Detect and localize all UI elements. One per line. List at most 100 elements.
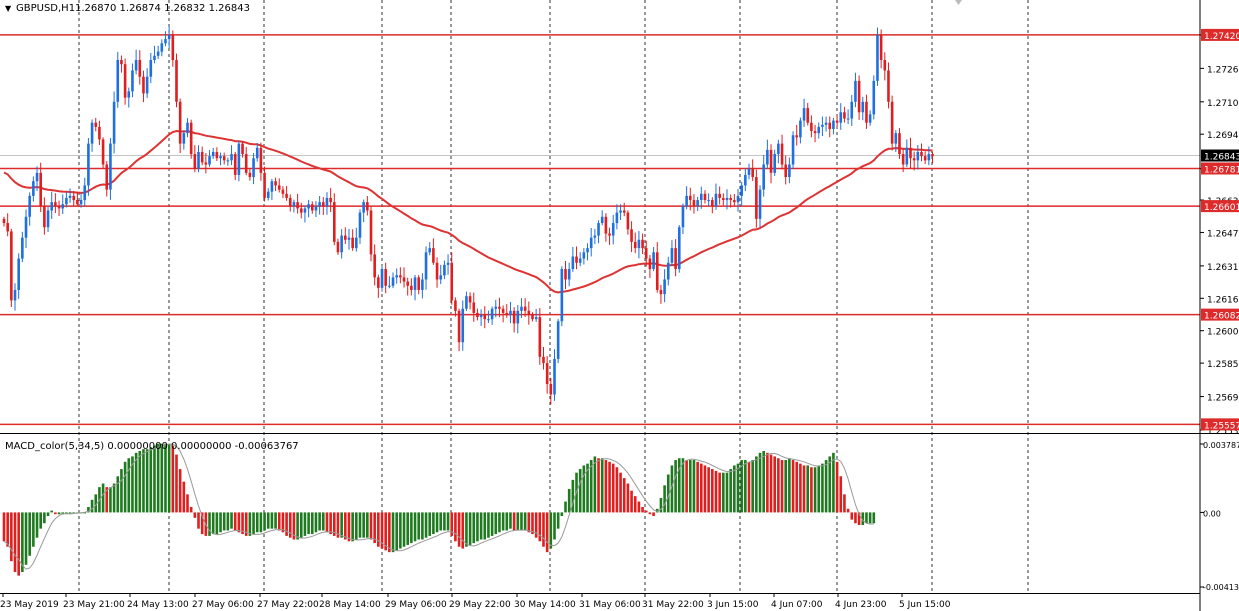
candle-body <box>351 237 354 249</box>
macd-bar <box>868 512 872 524</box>
macd-bar <box>714 470 718 513</box>
macd-bar <box>109 487 112 513</box>
candle-body <box>57 206 61 209</box>
macd-bar <box>644 510 648 513</box>
macd-bar <box>149 447 153 513</box>
macd-bar <box>417 512 421 540</box>
candle-body <box>454 300 457 311</box>
macd-bar <box>32 512 35 547</box>
candle-body <box>32 181 35 196</box>
macd-bar <box>681 458 685 513</box>
vertical-grid <box>78 0 1029 593</box>
time-axis: 23 May 2019 23 May 21:00 24 May 13:00 27 Ma… <box>0 593 951 610</box>
ohlc-header: 1.26870 1.26874 1.26832 1.26843 <box>75 3 250 14</box>
price-tick-label: 1.26160 <box>1207 295 1239 305</box>
candle-body <box>608 233 611 236</box>
candle-body <box>39 172 42 207</box>
candle-body <box>861 101 865 113</box>
candle-body <box>813 131 817 134</box>
candle-body <box>791 135 795 165</box>
macd-bar <box>167 443 171 513</box>
candle-body <box>534 317 538 320</box>
candle-body <box>175 59 178 102</box>
candle-body <box>435 262 439 280</box>
candle-body <box>674 248 677 270</box>
candle-body <box>641 239 644 249</box>
macd-bar <box>600 458 604 513</box>
candle-body <box>707 200 710 202</box>
macd-bar <box>347 512 351 542</box>
macd-bar <box>648 512 652 515</box>
macd-bar <box>531 512 534 535</box>
macd-bar <box>391 512 395 553</box>
macd-bar <box>505 512 509 531</box>
candle-body <box>663 279 666 295</box>
macd-bar <box>281 512 285 533</box>
moving-average-line <box>3 129 933 294</box>
macd-bar <box>813 467 817 513</box>
macd-bar <box>630 490 633 513</box>
macd-bar <box>178 469 182 513</box>
candle-body <box>538 317 542 357</box>
candle-body <box>285 193 288 198</box>
candle-body <box>729 197 732 201</box>
candle-body <box>545 363 549 385</box>
macd-bar <box>498 512 501 533</box>
candle-body <box>222 156 226 161</box>
candle-body <box>564 269 567 280</box>
macd-bar <box>670 465 674 513</box>
macd-bar <box>626 483 630 513</box>
candle-body <box>905 147 909 165</box>
symbol-dropdown-icon[interactable]: ▼ <box>5 4 12 13</box>
macd-bar <box>556 512 560 529</box>
candle-body <box>186 122 189 134</box>
macd-bar <box>725 472 729 513</box>
time-tick-label: 23 May 21:00 <box>63 600 125 610</box>
macd-bar <box>799 463 802 513</box>
candle-body <box>281 189 285 194</box>
macd-bar <box>703 465 707 513</box>
price-axis: 1.274201.272601.271001.269451.267801.266… <box>1200 32 1239 437</box>
candle-body <box>633 241 637 249</box>
macd-bar <box>509 512 512 529</box>
candle-body <box>637 239 641 249</box>
candle-body <box>208 156 211 165</box>
candle-body <box>920 151 923 157</box>
macd-bar <box>57 512 61 515</box>
macd-bar <box>520 512 523 531</box>
candle-body <box>446 262 450 265</box>
macd-bar <box>663 485 666 513</box>
macd-bar <box>127 458 131 513</box>
macd-bar <box>259 512 263 533</box>
macd-title: MACD_color(5,34,5) 0.00000000 0.00000000… <box>5 441 299 452</box>
candle-body <box>923 156 927 161</box>
level-label-text: 1.26082 <box>1204 312 1239 322</box>
macd-bar <box>788 458 791 513</box>
macd-bar <box>285 512 288 536</box>
candle-body <box>523 306 527 311</box>
macd-bar <box>494 512 498 535</box>
time-tick-label: 30 May 14:00 <box>514 600 576 610</box>
candle-body <box>395 275 398 278</box>
macd-bar <box>222 512 226 531</box>
candle-body <box>424 252 428 280</box>
macd-bar <box>186 494 189 513</box>
candle-body <box>887 70 890 102</box>
macd-bar <box>189 506 193 513</box>
candle-body <box>46 210 50 228</box>
macd-bar <box>744 460 747 513</box>
macd-bar <box>608 461 611 513</box>
macd-bar <box>865 512 868 524</box>
macd-bar <box>619 472 622 513</box>
symbol-header: GBPUSD,H1 <box>16 3 75 14</box>
macd-bar <box>233 512 237 531</box>
macd-bar <box>164 443 167 513</box>
candle-body <box>901 154 905 165</box>
macd-bar <box>340 512 343 538</box>
macd-bar <box>94 494 98 513</box>
macd-bar <box>310 512 314 535</box>
macd-bar <box>432 512 435 535</box>
chart-shift-marker-icon[interactable] <box>955 0 962 5</box>
candle-body <box>340 235 343 253</box>
macd-bar <box>446 512 450 531</box>
